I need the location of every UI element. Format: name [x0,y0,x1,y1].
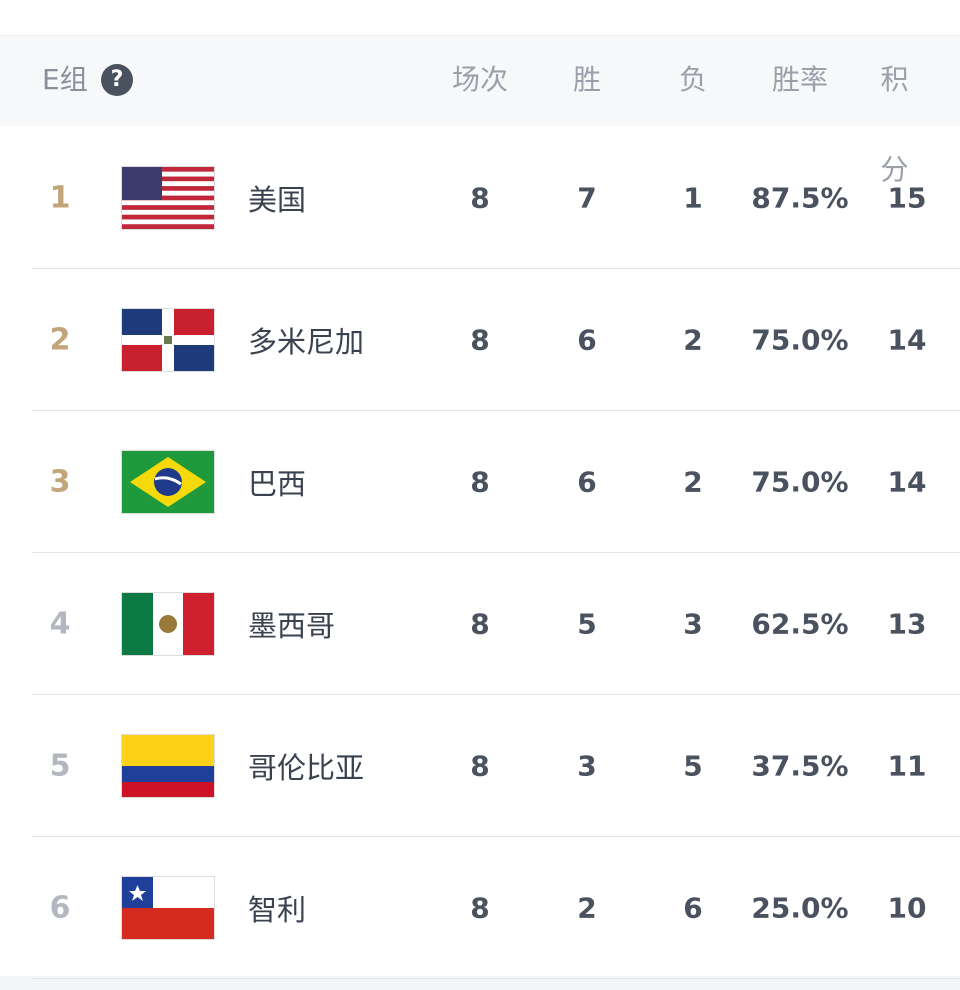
team-name: 美国 [248,183,307,217]
stat-cell: 6 [683,891,703,925]
stat-cell: 5 [683,749,703,783]
group-title: E组 [42,63,88,96]
flag [122,167,214,229]
column-header: 场次 [451,63,509,96]
table-row [32,411,960,553]
flag [122,877,214,939]
stat-cell: 8 [470,749,490,783]
flag [122,735,214,797]
flag [122,593,214,655]
stat-cell: 37.5% [751,749,849,783]
table-header [0,35,960,126]
table-row [32,269,960,411]
stat-cell: 14 [887,465,927,499]
rank: 2 [49,322,71,358]
stat-cell: 8 [470,891,490,925]
stat-cell: 87.5% [751,181,849,215]
stat-cell: 15 [887,181,927,215]
team-name: 哥伦比亚 [248,751,365,785]
stat-cell: 75.0% [751,465,849,499]
stat-cell: 1 [683,181,703,215]
stat-cell: 7 [577,181,597,215]
stat-cell: 13 [887,607,927,641]
stat-cell: 8 [470,607,490,641]
column-header: 胜 [572,63,602,96]
rank: 5 [49,748,71,784]
footer-band [0,976,960,990]
rank: 1 [49,180,71,216]
column-header: 积分 [880,63,909,186]
table-row [32,695,960,837]
stat-cell: 25.0% [751,891,849,925]
stat-cell: 2 [683,323,703,357]
column-header: 负 [678,63,708,96]
stat-cell: 8 [470,465,490,499]
stat-cell: 8 [470,323,490,357]
stat-cell: 3 [577,749,597,783]
rank: 4 [49,606,71,642]
table-row [32,127,960,269]
stat-cell: 6 [577,323,597,357]
stat-cell: 5 [577,607,597,641]
stat-cell: 10 [887,891,927,925]
stat-cell: 2 [577,891,597,925]
stat-cell: 6 [577,465,597,499]
rank: 3 [49,464,71,500]
stat-cell: 14 [887,323,927,357]
stat-cell: 11 [887,749,927,783]
stat-cell: 8 [470,181,490,215]
column-header: 胜率 [771,63,829,96]
help-icon[interactable]: ? [101,64,133,96]
team-name: 智利 [248,893,307,927]
team-name: 墨西哥 [248,609,336,643]
rank: 6 [49,890,71,926]
flag [122,309,214,371]
stat-cell: 2 [683,465,703,499]
flag [122,451,214,513]
stat-cell: 3 [683,607,703,641]
table-row [32,837,960,979]
table-row [32,553,960,695]
stat-cell: 75.0% [751,323,849,357]
stat-cell: 62.5% [751,607,849,641]
team-name: 多米尼加 [248,325,365,359]
team-name: 巴西 [248,467,307,501]
